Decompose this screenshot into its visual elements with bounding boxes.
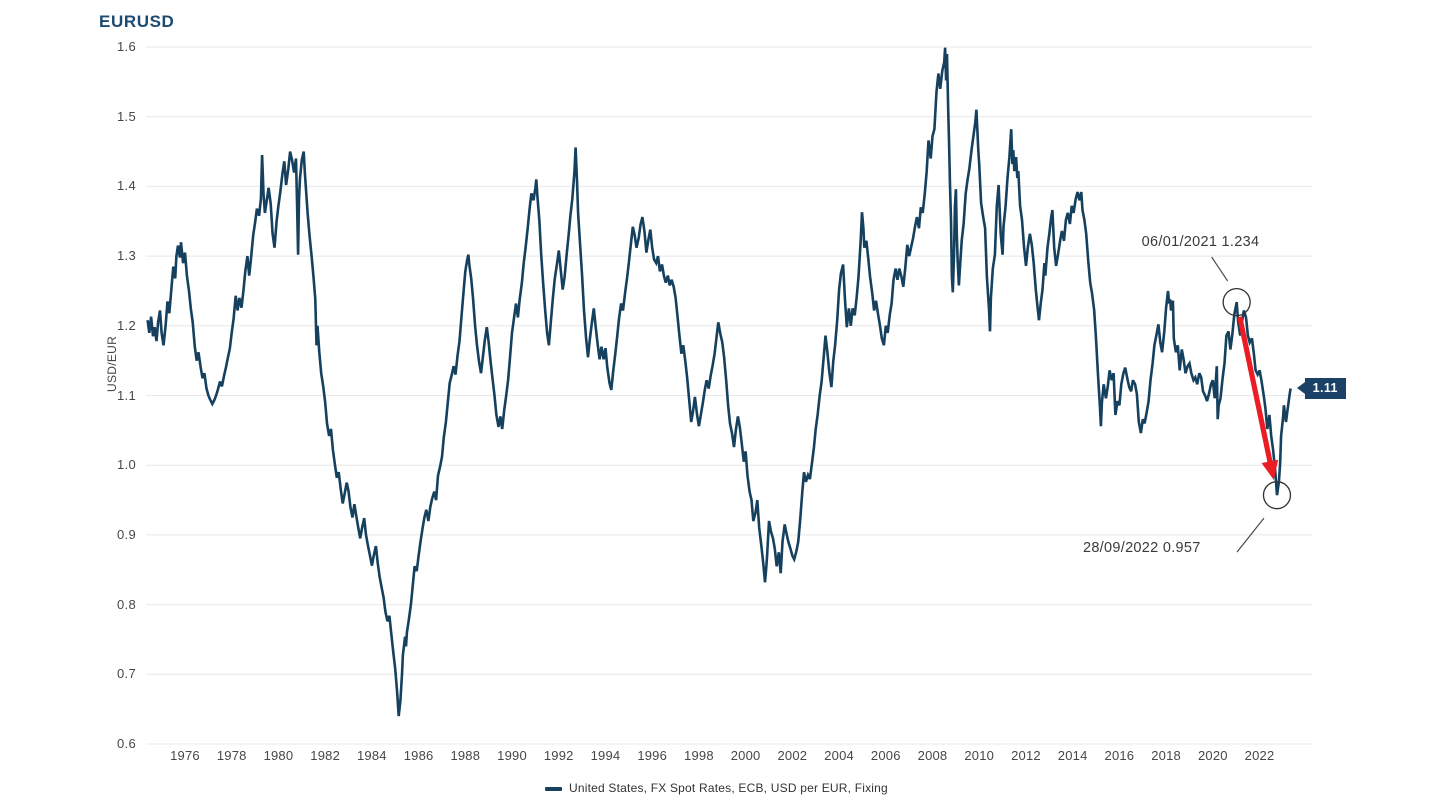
x-tick-label: 1992 xyxy=(543,748,574,763)
x-tick-label: 2014 xyxy=(1057,748,1088,763)
x-tick-label: 1976 xyxy=(170,748,200,763)
y-tick-label: 1.3 xyxy=(117,248,136,264)
annotation-circle-high xyxy=(1222,287,1251,317)
y-tick-label: 1.4 xyxy=(117,178,136,194)
y-axis-title: USD/EUR xyxy=(105,335,120,392)
annotation-low-label: 28/09/2022 0.957 xyxy=(1082,540,1201,557)
y-tick-label: 0.7 xyxy=(117,666,136,682)
trend-arrow-head xyxy=(1261,459,1279,480)
x-tick-label: 2016 xyxy=(1104,748,1135,763)
x-tick-label: 2020 xyxy=(1197,748,1228,763)
y-tick-label: 0.6 xyxy=(117,736,136,751)
x-tick-label: 2022 xyxy=(1244,748,1275,763)
y-tick-label: 1.1 xyxy=(117,387,136,403)
annotation-leader-line xyxy=(1236,517,1265,553)
y-tick-label: 1.6 xyxy=(117,39,136,54)
x-tick-label: 2012 xyxy=(1011,748,1041,763)
x-tick-label: 2004 xyxy=(824,748,854,763)
last-value-callout: 1.11 xyxy=(1296,377,1346,399)
annotation-high-label: 06/01/2021 1.234 xyxy=(1141,234,1260,251)
x-tick-label: 1990 xyxy=(497,748,527,763)
trend-arrow-shaft xyxy=(1237,316,1274,465)
x-tick-label: 2006 xyxy=(870,748,901,763)
x-tick-label: 2000 xyxy=(730,748,761,763)
x-tick-label: 1994 xyxy=(590,748,621,763)
x-tick-label: 1978 xyxy=(216,748,247,763)
y-tick-label: 1.0 xyxy=(117,457,136,473)
chart-title: EURUSD xyxy=(99,12,175,31)
price-line xyxy=(146,47,1292,717)
x-tick-label: 1980 xyxy=(263,748,294,763)
x-tick-label: 2018 xyxy=(1151,748,1181,763)
x-tick-label: 2002 xyxy=(777,748,808,763)
x-tick-label: 2010 xyxy=(964,748,995,763)
x-tick-label: 1984 xyxy=(357,748,387,763)
y-tick-label: 1.5 xyxy=(117,108,136,124)
x-tick-label: 2008 xyxy=(917,748,948,763)
x-tick-label: 1982 xyxy=(310,748,341,763)
x-tick-label: 1996 xyxy=(637,748,668,763)
legend: United States, FX Spot Rates, ECB, USD p… xyxy=(545,781,888,795)
legend-line-swatch-icon xyxy=(545,786,562,791)
y-tick-label: 0.9 xyxy=(117,526,136,542)
annotation-leader-line xyxy=(1211,256,1229,282)
x-tick-label: 1988 xyxy=(450,748,481,763)
x-tick-label: 1998 xyxy=(684,748,714,763)
x-tick-label: 1986 xyxy=(403,748,434,763)
annotation-circle-low xyxy=(1262,481,1292,510)
y-tick-label: 1.2 xyxy=(117,317,136,333)
legend-series-label: United States, FX Spot Rates, ECB, USD p… xyxy=(569,781,888,795)
y-tick-label: 0.8 xyxy=(117,596,136,612)
